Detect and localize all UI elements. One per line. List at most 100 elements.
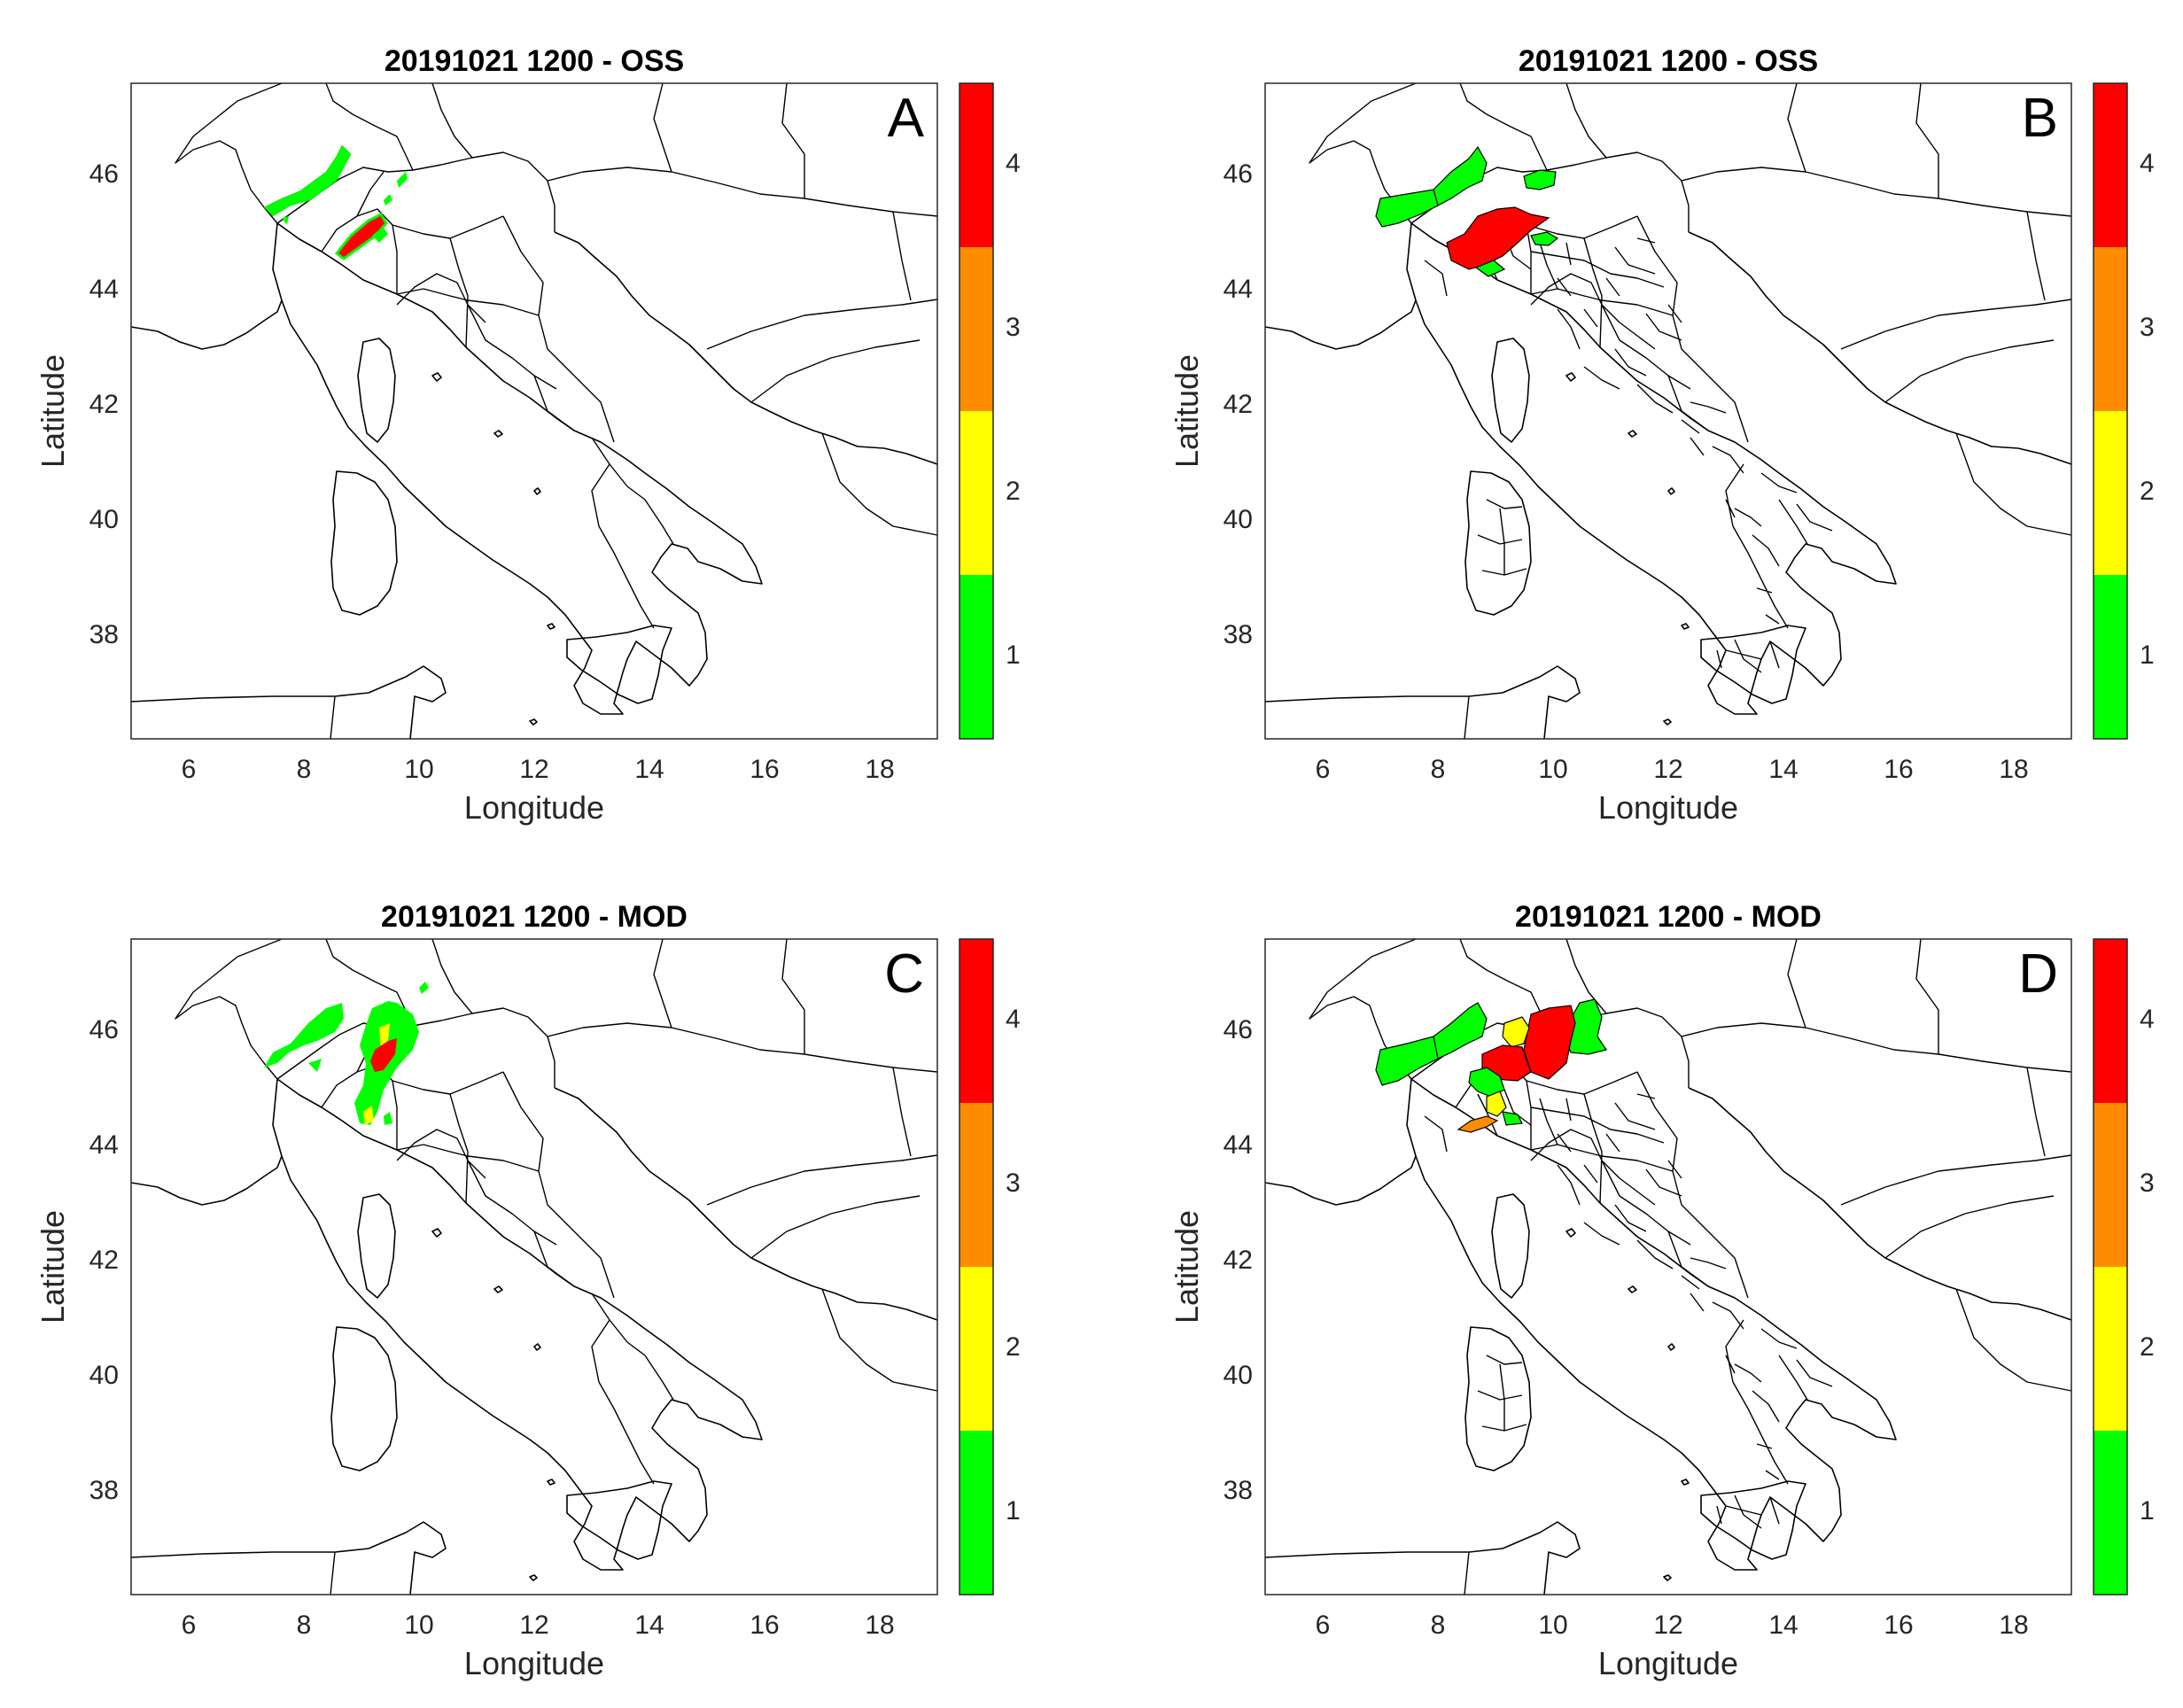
x-tick-label: 10 bbox=[404, 755, 433, 784]
y-tick-label: 44 bbox=[1224, 1130, 1253, 1160]
colorbar-tick: 2 bbox=[2140, 1332, 2155, 1362]
y-tick-label: 44 bbox=[89, 1130, 119, 1160]
panel-d-ylabel: Latitude bbox=[1169, 1210, 1205, 1324]
colorbar-tick: 2 bbox=[1006, 1332, 1021, 1362]
cell-level-1 bbox=[372, 227, 388, 243]
y-tick-label: 42 bbox=[1224, 390, 1253, 419]
panel-a: 20191021 1200 - OSS A 6 8 10 12 14 16 18… bbox=[35, 44, 1021, 826]
region-level-4 bbox=[1523, 1005, 1576, 1080]
x-tick-label: 18 bbox=[865, 755, 894, 784]
panel-c-ylabel: Latitude bbox=[35, 1210, 71, 1324]
panel-c-cells bbox=[264, 982, 429, 1125]
x-tick-label: 16 bbox=[1884, 755, 1913, 784]
panel-d-y-ticks: 46 44 42 40 38 bbox=[1224, 1015, 1253, 1505]
x-tick-label: 10 bbox=[1538, 755, 1567, 784]
x-tick-label: 14 bbox=[1768, 1611, 1798, 1640]
colorbar-tick: 1 bbox=[2140, 640, 2155, 670]
panel-d-letter: D bbox=[2018, 943, 2058, 1005]
x-tick-label: 18 bbox=[1999, 755, 2028, 784]
y-tick-label: 46 bbox=[89, 1015, 119, 1044]
colorbar-tick: 2 bbox=[1006, 477, 1021, 506]
x-tick-label: 12 bbox=[519, 1611, 548, 1640]
panel-a-cells bbox=[263, 144, 408, 260]
panel-b-ylabel: Latitude bbox=[1169, 354, 1205, 468]
x-tick-label: 12 bbox=[1653, 755, 1682, 784]
x-tick-label: 6 bbox=[182, 1611, 197, 1640]
cell-level-1 bbox=[263, 144, 352, 217]
x-tick-label: 14 bbox=[634, 755, 664, 784]
colorbar-tick: 1 bbox=[1006, 1496, 1021, 1526]
x-tick-label: 14 bbox=[634, 1611, 664, 1640]
panel-c-colorbar: 4 3 2 1 bbox=[959, 938, 1021, 1595]
panel-a-xlabel: Longitude bbox=[464, 789, 604, 826]
panel-b-map: B bbox=[1264, 82, 2072, 740]
colorbar-tick: 3 bbox=[1006, 1168, 1021, 1198]
x-tick-label: 16 bbox=[1884, 1611, 1913, 1640]
panel-a-title: 20191021 1200 - OSS bbox=[385, 44, 684, 78]
x-tick-label: 8 bbox=[297, 1611, 312, 1640]
panel-a-letter: A bbox=[888, 88, 925, 149]
region-level-1 bbox=[1433, 145, 1488, 206]
x-tick-label: 18 bbox=[865, 1611, 894, 1640]
panel-d-colorbar: 4 3 2 1 bbox=[2093, 938, 2155, 1595]
y-tick-label: 46 bbox=[1224, 159, 1253, 189]
x-tick-label: 12 bbox=[519, 755, 548, 784]
region-level-4 bbox=[1446, 206, 1550, 270]
region-level-1 bbox=[1375, 1036, 1439, 1086]
colorbar-tick: 1 bbox=[2140, 1496, 2155, 1526]
y-tick-label: 38 bbox=[89, 1476, 119, 1505]
y-tick-label: 42 bbox=[1224, 1246, 1253, 1275]
y-tick-label: 40 bbox=[89, 505, 119, 534]
y-tick-label: 40 bbox=[1224, 1361, 1253, 1390]
x-tick-label: 14 bbox=[1768, 755, 1798, 784]
y-tick-label: 38 bbox=[1224, 1476, 1253, 1505]
colorbar-tick: 4 bbox=[1006, 1005, 1021, 1034]
panel-c-title: 20191021 1200 - MOD bbox=[381, 900, 688, 934]
cell-level-2 bbox=[363, 1023, 390, 1125]
panel-c-map: C bbox=[130, 938, 938, 1595]
panel-b: 20191021 1200 - OSS B 6 8 10 12 14 16 18 bbox=[1169, 44, 2155, 826]
panel-b-colorbar: 4 3 2 1 bbox=[2093, 82, 2155, 740]
x-tick-label: 8 bbox=[297, 755, 312, 784]
x-tick-label: 8 bbox=[1431, 755, 1446, 784]
panel-b-letter: B bbox=[2022, 88, 2058, 149]
colorbar-tick: 4 bbox=[1006, 149, 1021, 178]
x-tick-label: 10 bbox=[404, 1611, 433, 1640]
panel-c-xlabel: Longitude bbox=[464, 1645, 604, 1681]
x-tick-label: 12 bbox=[1653, 1611, 1682, 1640]
panel-b-regions bbox=[1375, 145, 1559, 277]
colorbar-tick: 1 bbox=[1006, 640, 1021, 670]
panel-d-title: 20191021 1200 - MOD bbox=[1515, 900, 1822, 934]
region-level-1 bbox=[1474, 231, 1559, 277]
region-level-1 bbox=[1433, 1002, 1488, 1060]
panel-b-xlabel: Longitude bbox=[1598, 789, 1738, 826]
colorbar-tick: 4 bbox=[2140, 149, 2155, 178]
panel-d-regions bbox=[1375, 998, 1607, 1133]
y-tick-label: 38 bbox=[1224, 620, 1253, 649]
colorbar-tick: 2 bbox=[2140, 477, 2155, 506]
panel-d-x-ticks: 6 8 10 12 14 16 18 bbox=[1316, 1611, 2029, 1640]
panel-c-x-ticks: 6 8 10 12 14 16 18 bbox=[182, 1611, 895, 1640]
colorbar-tick: 3 bbox=[2140, 313, 2155, 342]
panel-c-letter: C bbox=[884, 943, 924, 1005]
panel-a-x-ticks: 6 8 10 12 14 16 18 bbox=[182, 755, 895, 784]
x-tick-label: 6 bbox=[1316, 1611, 1331, 1640]
colorbar-tick: 4 bbox=[2140, 1005, 2155, 1034]
y-tick-label: 42 bbox=[89, 390, 119, 419]
cell-level-1 bbox=[264, 1003, 344, 1068]
region-level-1 bbox=[1523, 169, 1557, 190]
panel-b-title: 20191021 1200 - OSS bbox=[1519, 44, 1818, 78]
x-tick-label: 18 bbox=[1999, 1611, 2028, 1640]
x-tick-label: 10 bbox=[1538, 1611, 1567, 1640]
region-level-3 bbox=[1457, 1115, 1499, 1133]
colorbar-tick: 3 bbox=[2140, 1168, 2155, 1198]
panel-a-y-ticks: 46 44 42 40 38 bbox=[89, 159, 119, 649]
x-tick-label: 6 bbox=[182, 755, 197, 784]
panel-d: 20191021 1200 - MOD D 6 8 10 1 bbox=[1169, 900, 2155, 1681]
y-tick-label: 40 bbox=[1224, 505, 1253, 534]
cell-level-4 bbox=[370, 1038, 397, 1072]
region-level-2 bbox=[1486, 1091, 1507, 1117]
y-tick-label: 42 bbox=[89, 1246, 119, 1275]
x-tick-label: 8 bbox=[1431, 1611, 1446, 1640]
